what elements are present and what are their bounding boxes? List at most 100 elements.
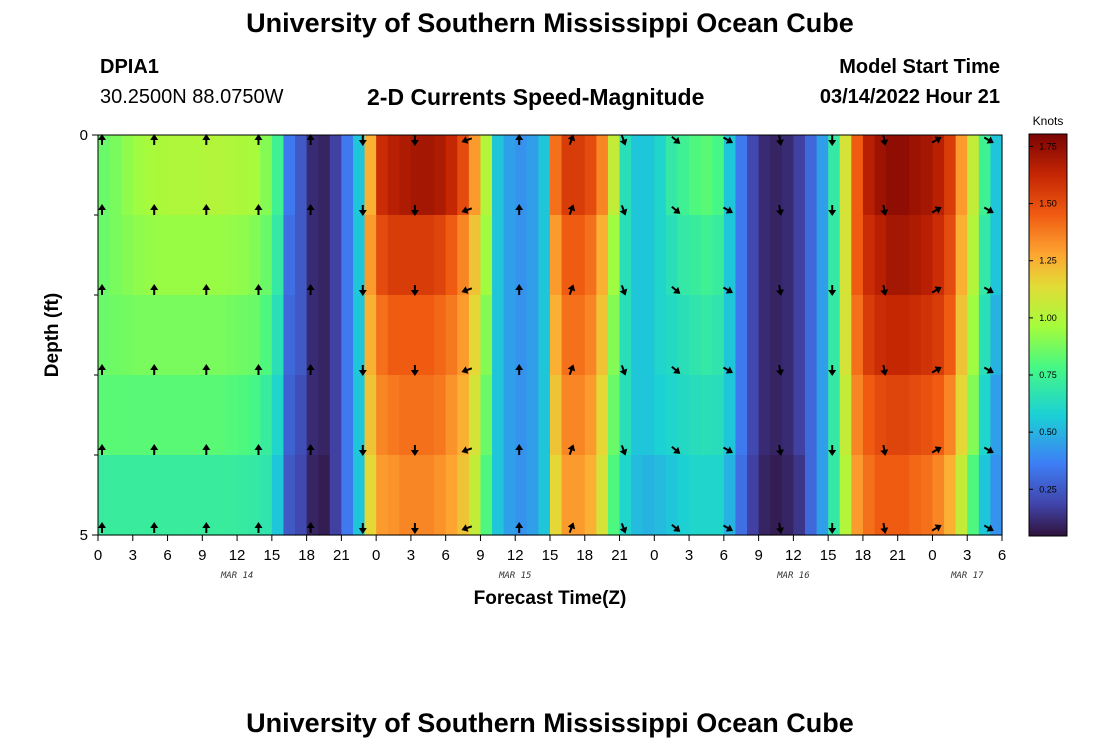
y-tick-label: 0 xyxy=(80,127,88,144)
current-vector-arrow xyxy=(931,366,942,374)
heatmap-cell xyxy=(607,295,621,376)
heatmap-cell xyxy=(828,375,841,456)
colorbar-ticks: 0.25 0.50 0.75 1.00 1.25 1.50 1.75 xyxy=(1029,141,1057,494)
heatmap-cell xyxy=(804,135,818,216)
x-tick-label: 12 xyxy=(229,547,246,564)
heatmap-cell xyxy=(747,295,760,376)
heatmap-cell xyxy=(260,455,273,536)
current-vector-arrow xyxy=(828,365,837,376)
heatmap-cell xyxy=(179,455,192,536)
current-vector-arrow xyxy=(358,445,367,456)
heatmap-cell xyxy=(897,295,910,376)
heatmap-cell xyxy=(445,215,458,296)
heatmap-cell xyxy=(874,455,887,536)
heatmap-cell xyxy=(260,135,273,216)
heatmap-cell xyxy=(932,295,945,376)
heatmap-cell xyxy=(399,135,412,216)
heatmap-cell xyxy=(295,295,308,376)
heatmap-cell xyxy=(851,455,864,536)
heatmap-cell xyxy=(492,215,505,296)
heatmap-cell xyxy=(109,215,122,296)
heatmap-cell xyxy=(271,455,285,536)
x-date-label: MAR 15 xyxy=(498,571,532,581)
heatmap-cell xyxy=(932,375,945,456)
heatmap-cell xyxy=(897,375,910,456)
heatmap-cell xyxy=(387,295,400,376)
heatmap-cell xyxy=(399,215,412,296)
current-vector-arrow xyxy=(98,522,106,533)
current-vector-arrow xyxy=(150,522,159,533)
heatmap-cell xyxy=(654,375,667,456)
current-vector-arrow xyxy=(515,522,524,533)
heatmap-cell xyxy=(306,455,319,536)
heatmap-cell xyxy=(619,375,632,456)
heatmap-cell xyxy=(410,215,424,296)
heatmap-cell xyxy=(607,455,621,536)
current-vectors xyxy=(98,134,994,534)
heatmap-cell xyxy=(967,135,980,216)
heatmap-cell xyxy=(167,375,180,456)
heatmap-cell xyxy=(132,135,145,216)
current-vector-arrow xyxy=(776,444,784,456)
heatmap-cell xyxy=(700,135,713,216)
heatmap-cell xyxy=(480,455,493,536)
heatmap-cell xyxy=(387,375,400,456)
heatmap-cell xyxy=(770,375,783,456)
x-tick-label: 15 xyxy=(542,547,559,564)
heatmap-cell xyxy=(573,295,586,376)
current-vector-arrow xyxy=(410,135,419,146)
current-vector-arrow xyxy=(410,285,419,296)
heatmap-cell xyxy=(642,215,655,296)
heatmap-cell xyxy=(457,375,470,456)
current-vector-arrow xyxy=(931,206,942,214)
heatmap-cell xyxy=(909,215,922,296)
x-tick-label: 15 xyxy=(820,547,837,564)
heatmap-cell xyxy=(550,375,563,456)
heatmap-cell xyxy=(781,375,794,456)
heatmap-cell xyxy=(723,455,737,536)
current-vector-arrow xyxy=(828,285,837,296)
heatmap-cell xyxy=(387,455,400,536)
current-vector-arrow xyxy=(722,524,733,532)
current-vector-arrow xyxy=(202,284,211,295)
heatmap-cell xyxy=(364,375,377,456)
heatmap-cell xyxy=(283,135,296,216)
heatmap-cell xyxy=(816,135,829,216)
heatmap-cell xyxy=(538,215,551,296)
heatmap-cell xyxy=(677,375,690,456)
current-vector-arrow xyxy=(880,134,889,146)
heatmap-cell xyxy=(445,295,458,376)
current-vector-arrow xyxy=(306,284,315,295)
current-vector-arrow xyxy=(619,522,628,534)
colorbar-tick-label: 0.50 xyxy=(1039,427,1057,437)
heatmap-cell xyxy=(747,455,760,536)
heatmap-cell xyxy=(144,375,157,456)
x-tick-label: 9 xyxy=(754,547,762,564)
current-vector-arrow xyxy=(619,134,628,146)
heatmap-cell xyxy=(607,135,621,216)
current-vector-arrow xyxy=(567,204,576,216)
heatmap-cell xyxy=(944,215,957,296)
heatmap-cell xyxy=(573,375,586,456)
heatmap-cell xyxy=(723,215,737,296)
current-vector-arrow xyxy=(150,364,159,375)
heatmap-cell xyxy=(538,295,551,376)
heatmap-cell xyxy=(897,215,910,296)
current-vector-arrow xyxy=(254,364,263,375)
current-vector-arrow xyxy=(358,365,367,376)
heatmap-cell xyxy=(121,375,134,456)
heatmap-cell xyxy=(967,215,980,296)
current-vector-arrow xyxy=(567,522,576,534)
heatmap-cell xyxy=(492,455,505,536)
model-start-value: 03/14/2022 Hour 21 xyxy=(819,86,1000,108)
heatmap-cell xyxy=(237,295,250,376)
heatmap-cell xyxy=(967,455,980,536)
heatmap-cell xyxy=(341,135,354,216)
current-vector-arrow xyxy=(671,524,681,532)
heatmap-cell xyxy=(897,135,910,216)
heatmap-cell xyxy=(944,375,957,456)
heatmap-cell xyxy=(167,455,180,536)
current-vector-arrow xyxy=(619,364,628,376)
heatmap-cell xyxy=(155,215,169,296)
colorbar-tick-label: 1.00 xyxy=(1039,313,1057,323)
